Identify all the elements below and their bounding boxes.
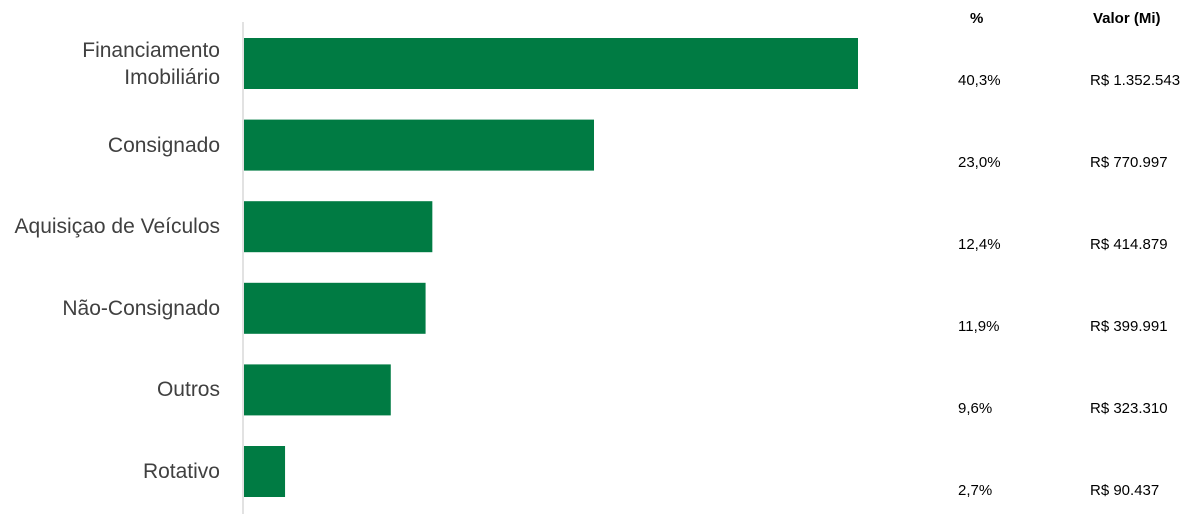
percent-label-4: 9,6% [958, 400, 993, 417]
category-label-4: Outros [157, 376, 220, 403]
category-label-5: Rotativo [143, 458, 220, 485]
bar-0 [244, 38, 858, 89]
category-label-line: Financiamento [82, 38, 220, 62]
category-label-line: Outros [156, 378, 220, 402]
category-label-line: Não-Consignado [62, 296, 220, 320]
value-label-5: R$ 90.437 [1090, 482, 1160, 499]
value-header: Valor (Mi) [1093, 10, 1161, 27]
value-label-0: R$ 1.352.543 [1090, 72, 1181, 89]
category-label-line: Aquisiçao de Veículos [14, 215, 220, 239]
percent-label-1: 23,0% [958, 154, 1001, 171]
bar-2 [244, 201, 433, 253]
value-label-2: R$ 414.879 [1090, 236, 1168, 253]
bar-3 [244, 282, 426, 334]
bar-5 [244, 446, 286, 497]
percent-label-2: 12,4% [958, 236, 1001, 253]
category-label-2: Aquisiçao de Veículos [15, 213, 220, 240]
value-label-4: R$ 323.310 [1090, 400, 1168, 417]
percent-label-5: 2,7% [958, 482, 993, 499]
percent-label-3: 11,9% [958, 318, 1000, 335]
category-label-line: Consignado [107, 133, 220, 157]
value-label-1: R$ 770.997 [1090, 154, 1168, 171]
value-label-3: R$ 399.991 [1090, 318, 1168, 335]
category-label-0: Financiamento Imobiliário [82, 37, 220, 91]
bar-1 [244, 119, 595, 171]
category-label-line: Imobiliário [124, 65, 220, 89]
category-label-3: Não-Consignado [62, 295, 220, 322]
category-label-line: Rotativo [142, 460, 220, 483]
bar-4 [244, 364, 391, 416]
percent-label-0: 40,3% [958, 72, 1001, 89]
percent-header: % [970, 10, 984, 27]
category-label-1: Consignado [108, 132, 220, 159]
